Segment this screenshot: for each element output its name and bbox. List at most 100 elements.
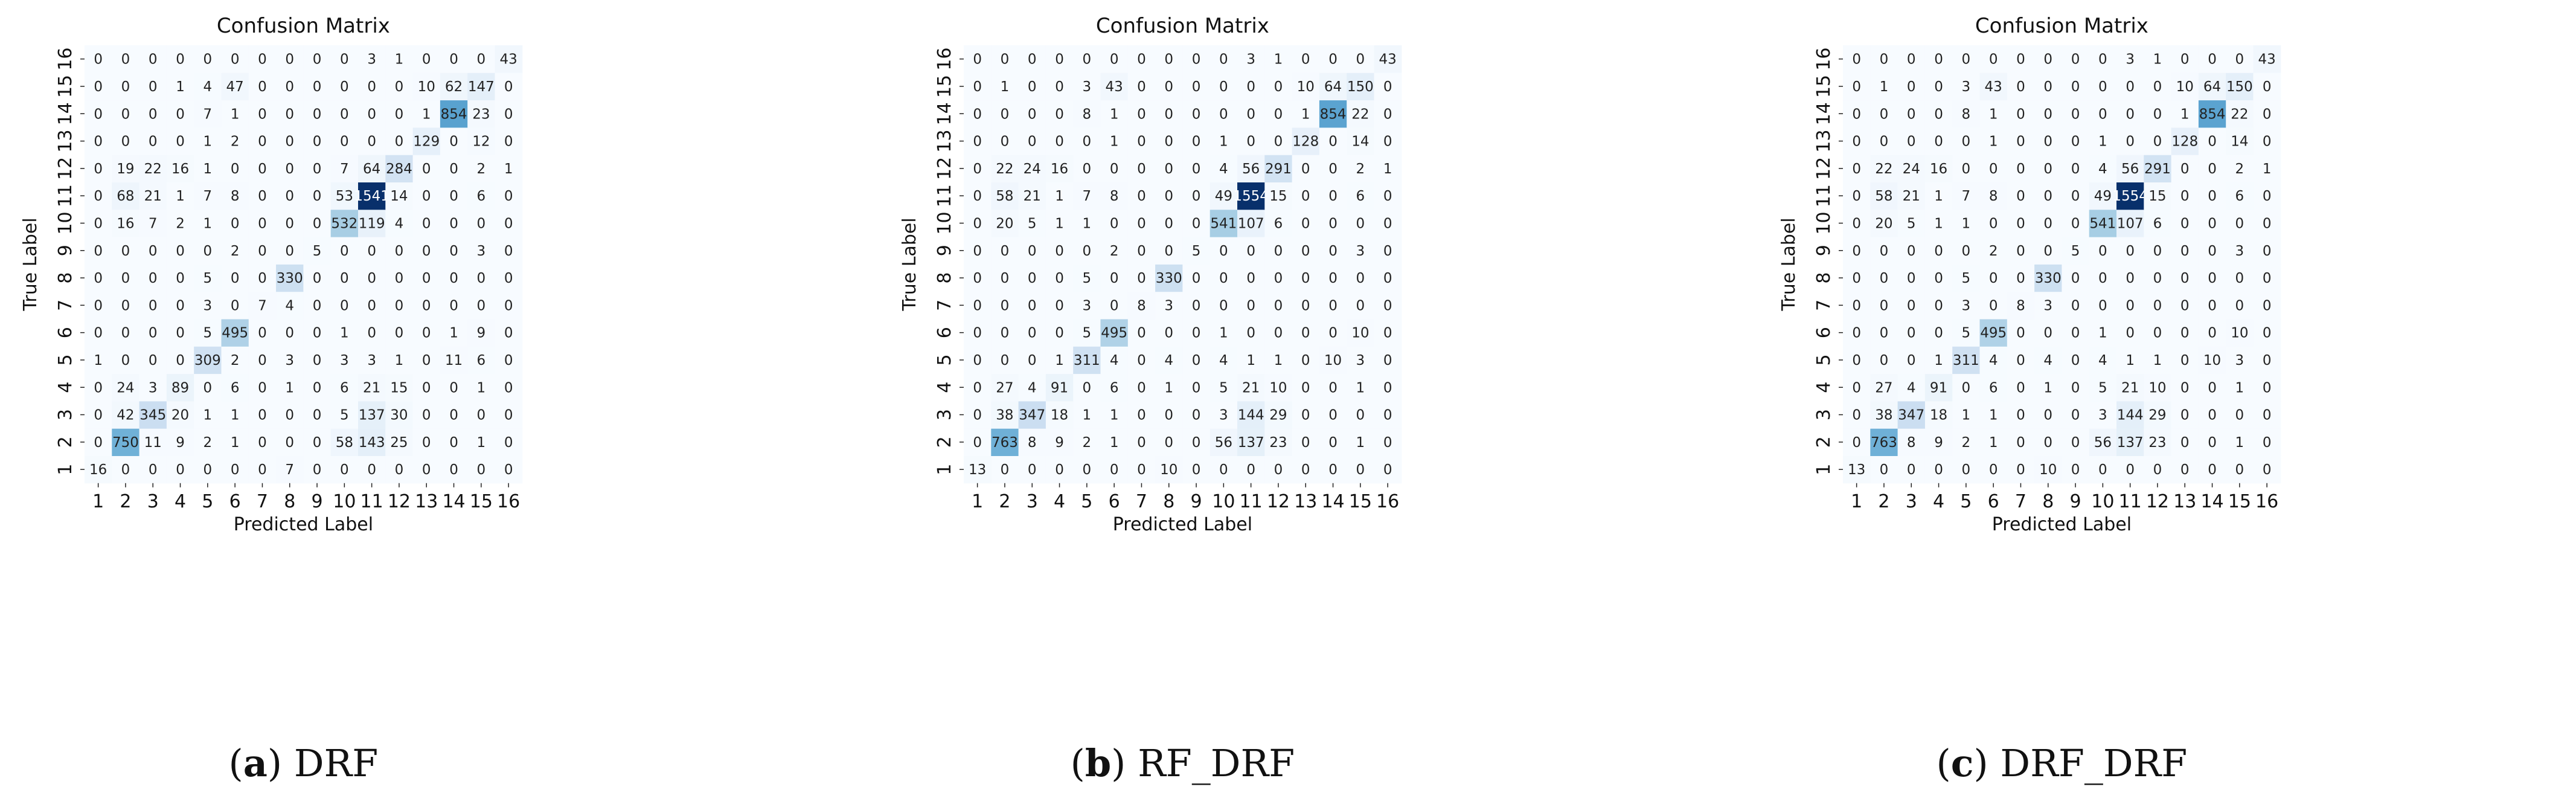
heatmap-cell [1237, 100, 1265, 128]
heatmap-cell [467, 400, 495, 429]
cell-value-label: 0 [2016, 188, 2025, 204]
cell-value-label: 0 [1383, 243, 1392, 259]
cell-value-label: 0 [1934, 52, 1943, 68]
heatmap-cell [2226, 127, 2254, 155]
cell-value-label: 1 [2180, 106, 2190, 122]
cell-value-label: 5 [1028, 216, 1037, 231]
cell-value-label: 91 [1930, 380, 1947, 396]
heatmap-cell [2007, 182, 2035, 210]
heatmap-cell [330, 182, 359, 210]
cell-value-label: 6 [477, 188, 486, 204]
cell-value-label: 25 [390, 435, 408, 451]
cell-value-label: 0 [1055, 243, 1064, 259]
heatmap-cell [1100, 264, 1129, 292]
panel-caption: (b) RF_DRF [1071, 741, 1295, 785]
cell-value-label: 0 [1328, 326, 1338, 341]
heatmap-cell [1045, 45, 1074, 73]
heatmap-cell [1018, 373, 1046, 402]
heatmap-cell [495, 264, 523, 292]
cell-value-label: 0 [1907, 134, 1916, 150]
cell-value-label: 0 [313, 408, 322, 423]
cell-value-label: 4 [1907, 380, 1916, 396]
heatmap-cell [1319, 155, 1347, 182]
x-tick-label: 3 [1027, 491, 1038, 512]
heatmap-cell [2171, 237, 2199, 265]
heatmap-cell [221, 127, 249, 155]
cell-value-label: 0 [1137, 79, 1146, 95]
heatmap-cell [358, 400, 386, 429]
heatmap-cell [1374, 346, 1402, 375]
heatmap-cell [1843, 400, 1871, 429]
cell-value-label: 5 [1083, 271, 1092, 286]
cell-value-label: 0 [285, 161, 294, 177]
heatmap-cell [2062, 72, 2090, 101]
cell-value-label: 0 [1192, 79, 1201, 95]
cell-value-label: 5 [1962, 271, 1971, 286]
heatmap-cell [1100, 182, 1129, 210]
cell-value-label: 0 [1028, 298, 1037, 313]
cell-value-label: 7 [149, 216, 158, 231]
heatmap-cell [1127, 400, 1156, 429]
heatmap-cell [2116, 428, 2144, 456]
heatmap-cell [1924, 182, 1953, 210]
heatmap-cell [385, 72, 414, 101]
cell-value-label: 1 [285, 380, 294, 396]
heatmap-cell [248, 264, 277, 292]
heatmap-cell [1018, 264, 1046, 292]
heatmap-cell [1374, 373, 1402, 402]
heatmap-cell [1127, 455, 1156, 484]
heatmap-cell [139, 373, 167, 402]
heatmap-cell [358, 455, 386, 484]
heatmap-cell [1952, 72, 1980, 101]
heatmap-cell [1018, 237, 1046, 265]
heatmap-cell [2226, 100, 2254, 128]
cell-value-label: 10 [2231, 326, 2248, 341]
heatmap-cell [1979, 455, 2008, 484]
heatmap-cell [495, 319, 523, 347]
heatmap-cell [495, 400, 523, 429]
heatmap-cell [139, 45, 167, 73]
heatmap-cell [2062, 45, 2090, 73]
cell-value-label: 9 [477, 326, 486, 341]
heatmap-cell [1127, 291, 1156, 320]
heatmap-cell [1870, 72, 1898, 101]
heatmap-cell [2171, 72, 2199, 101]
x-axis-label: Predicted Label [234, 514, 373, 535]
cell-value-label: 0 [2071, 408, 2080, 423]
heatmap-cell [2171, 264, 2199, 292]
cell-value-label: 58 [1875, 188, 1892, 204]
heatmap-cell [412, 127, 441, 155]
x-tick-label: 1 [92, 491, 104, 512]
cell-value-label: 0 [2071, 271, 2080, 286]
cell-value-label: 0 [1246, 326, 1255, 341]
heatmap-cell [194, 72, 222, 101]
y-tick-label: 2 [1813, 436, 1834, 448]
cell-value-label: 0 [1383, 408, 1392, 423]
heatmap-cell [248, 346, 277, 375]
heatmap-cell [2253, 264, 2281, 292]
heatmap-cell [412, 72, 441, 101]
heatmap-cell [2171, 155, 2199, 182]
heatmap-cell [166, 100, 194, 128]
cell-value-label: 8 [1907, 435, 1916, 451]
heatmap-cell [1897, 428, 1926, 456]
cell-value-label: 1 [2235, 380, 2244, 396]
x-tick-label: 6 [1988, 491, 1999, 512]
heatmap-cell [1843, 264, 1871, 292]
heatmap-cell [1897, 346, 1926, 375]
x-tick-label: 12 [1267, 491, 1290, 512]
heatmap-cell [1897, 182, 1926, 210]
cell-value-label: 6 [1989, 380, 1998, 396]
heatmap-cell [2062, 209, 2090, 237]
heatmap-cell [330, 264, 359, 292]
heatmap-cell [1127, 319, 1156, 347]
cell-value-label: 0 [1219, 462, 1228, 478]
cell-value-label: 0 [1164, 79, 1173, 95]
heatmap-cell [2116, 127, 2144, 155]
heatmap-cell [1264, 45, 1293, 73]
cell-value-label: 0 [2153, 134, 2162, 150]
heatmap-cell [1210, 291, 1238, 320]
heatmap-cell [1952, 291, 1980, 320]
heatmap-cell [1319, 455, 1347, 484]
cell-value-label: 1 [203, 161, 213, 177]
